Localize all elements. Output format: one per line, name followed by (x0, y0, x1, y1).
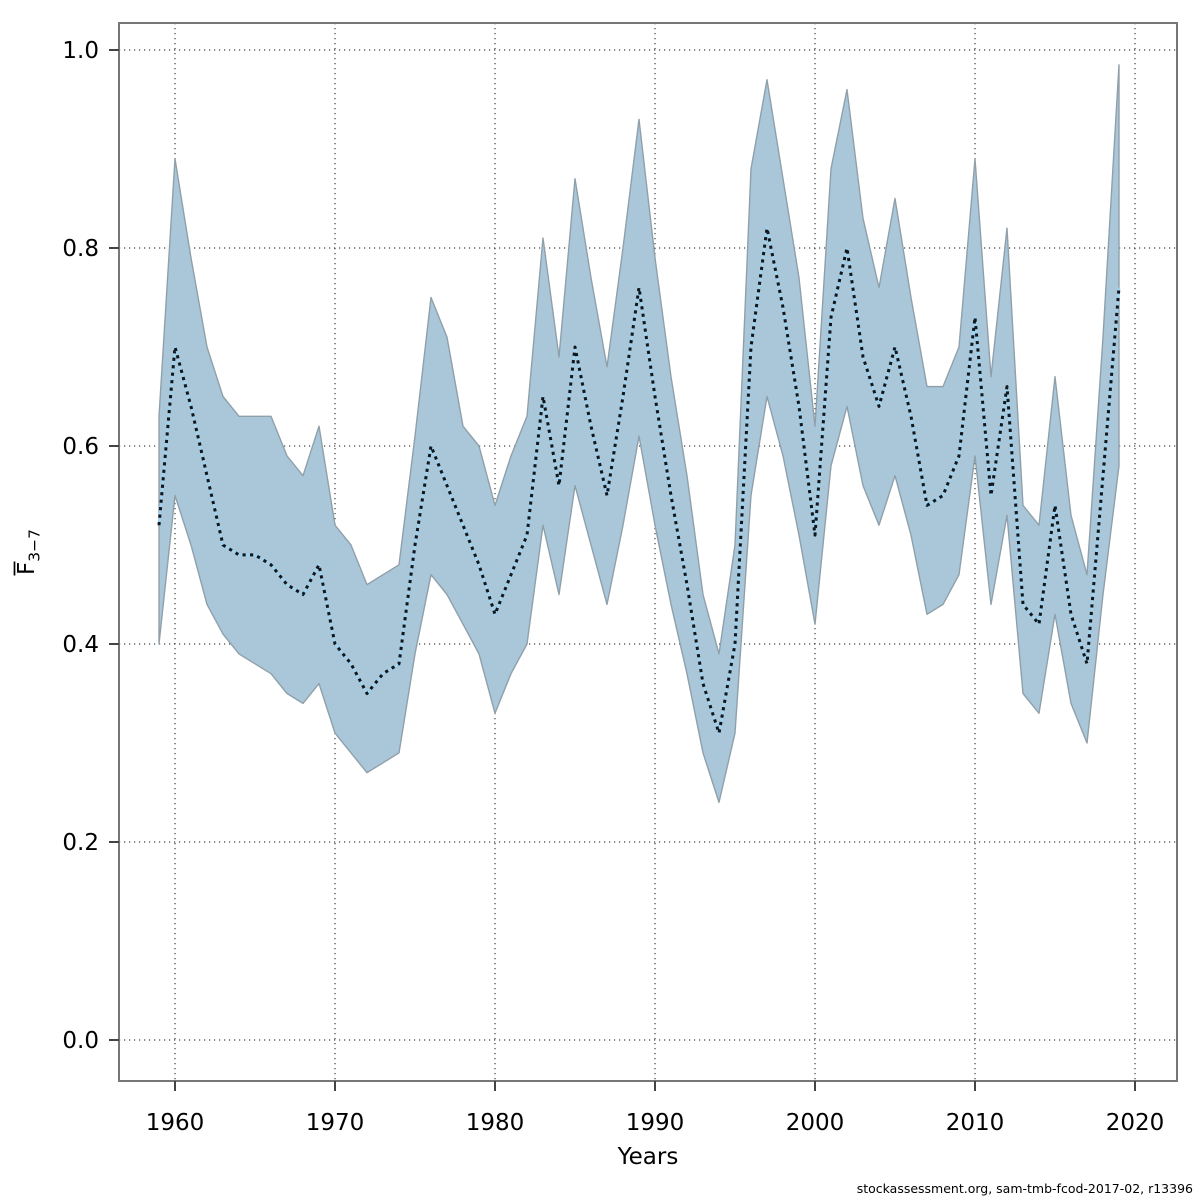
y-axis-title-text: F3−7 (14, 529, 44, 575)
y-axis-title: F3−7 (13, 529, 44, 576)
estimate-line (157, 226, 1121, 735)
y-tick-label: 0.6 (62, 434, 99, 460)
x-tick-label: 2020 (1106, 1110, 1165, 1136)
x-axis-title: Years (617, 1144, 679, 1170)
footer-attribution: stockassessment.org, sam-tmb-fcod-2017-0… (857, 1181, 1193, 1196)
y-tick-label: 1.0 (62, 38, 99, 64)
x-tick-labels: 1960 1970 1980 1990 2000 2010 2020 (146, 1110, 1165, 1136)
confidence-band (158, 64, 1120, 804)
y-axis-title-sub: 3−7 (26, 529, 44, 562)
x-tick-label: 1990 (626, 1110, 685, 1136)
x-tick-label: 2010 (946, 1110, 1005, 1136)
y-tick-label: 0.4 (62, 632, 99, 658)
y-axis-title-main: F (14, 562, 40, 575)
confidence-band-group (158, 64, 1120, 804)
plot-border (118, 22, 1178, 1082)
x-tick-label: 2000 (786, 1110, 845, 1136)
y-tick-label: 0.0 (62, 1028, 99, 1054)
estimate-line-group (157, 226, 1121, 735)
y-tick-label: 0.2 (62, 830, 99, 856)
axis-ticks-group (109, 49, 1136, 1091)
x-tick-label: 1970 (306, 1110, 365, 1136)
y-tick-label: 0.8 (62, 236, 99, 262)
x-tick-label: 1960 (146, 1110, 205, 1136)
plot-frame-group (118, 22, 1178, 1082)
y-tick-labels: 0.0 0.2 0.4 0.6 0.8 1.0 (62, 38, 99, 1054)
x-tick-label: 1980 (466, 1110, 525, 1136)
